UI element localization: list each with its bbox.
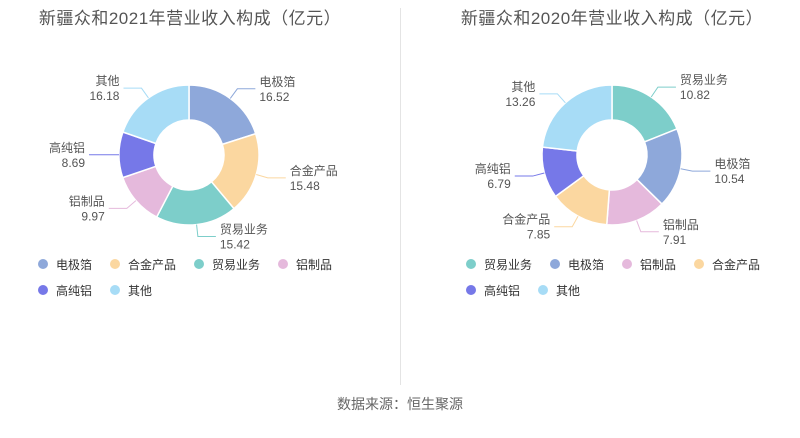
chart-panel-2021: 新疆众和2021年营业收入构成（亿元） 电极箔 16.52 合金产品 15.48 贸易业… bbox=[0, 0, 400, 310]
slice-label-name-其他: 其他 bbox=[95, 74, 119, 88]
legend-item-其他[interactable]: 其他 bbox=[538, 280, 580, 300]
label-line-合金产品 bbox=[554, 215, 579, 228]
legend-label: 合金产品 bbox=[712, 257, 761, 272]
legend-dot-icon bbox=[38, 259, 48, 269]
label-line-合金产品 bbox=[256, 174, 286, 179]
legend-item-合金产品[interactable]: 合金产品 bbox=[694, 254, 760, 274]
slice-label-name-合金产品: 合金产品 bbox=[290, 163, 338, 178]
label-line-贸易业务 bbox=[196, 224, 216, 238]
slice-label-value-贸易业务: 15.42 bbox=[220, 238, 250, 252]
chart-panel-2020: 新疆众和2020年营业收入构成（亿元） 贸易业务 10.82 电极箔 10.54 铝制品… bbox=[400, 0, 800, 310]
label-line-其他 bbox=[539, 93, 566, 104]
legend-item-合金产品[interactable]: 合金产品 bbox=[110, 254, 176, 274]
legend-label: 电极箔 bbox=[56, 257, 93, 272]
legend-label: 贸易业务 bbox=[484, 257, 533, 272]
pie-slice-电极箔[interactable] bbox=[188, 84, 257, 146]
legend-item-高纯铝[interactable]: 高纯铝 bbox=[466, 280, 520, 300]
slice-label-value-电极箔: 10.54 bbox=[714, 172, 744, 186]
slice-label-name-铝制品: 铝制品 bbox=[69, 193, 105, 208]
legend-dot-icon bbox=[538, 285, 549, 295]
slice-label-value-合金产品: 7.85 bbox=[527, 228, 551, 242]
legend-label: 高纯铝 bbox=[484, 283, 521, 298]
slice-label-value-其他: 13.26 bbox=[505, 95, 535, 109]
legend-label: 高纯铝 bbox=[56, 283, 93, 298]
slice-label-name-贸易业务: 贸易业务 bbox=[680, 72, 728, 87]
slice-label-name-电极箔: 电极箔 bbox=[259, 74, 295, 89]
legend-item-电极箔[interactable]: 电极箔 bbox=[38, 254, 92, 274]
legend-2020: 贸易业务 电极箔 铝制品 合金产品高纯铝 其他 bbox=[466, 254, 798, 300]
legend-item-贸易业务[interactable]: 贸易业务 bbox=[466, 254, 532, 274]
legend-label: 铝制品 bbox=[296, 257, 333, 272]
legend-dot-icon bbox=[38, 285, 48, 295]
legend-item-贸易业务[interactable]: 贸易业务 bbox=[194, 254, 260, 274]
legend-dot-icon bbox=[278, 259, 289, 269]
slice-label-name-铝制品: 铝制品 bbox=[663, 217, 699, 232]
chart-title-2020: 新疆众和2020年营业收入构成（亿元） bbox=[460, 9, 764, 28]
legend-dot-icon bbox=[694, 259, 705, 269]
legend-dot-icon bbox=[466, 285, 476, 295]
slice-label-name-高纯铝: 高纯铝 bbox=[49, 140, 85, 155]
legend-2021: 电极箔 合金产品 贸易业务 铝制品高纯铝 其他 bbox=[38, 254, 370, 300]
legend-item-其他[interactable]: 其他 bbox=[110, 280, 152, 300]
label-line-铝制品 bbox=[108, 200, 137, 209]
panel-divider bbox=[400, 8, 401, 385]
label-line-高纯铝 bbox=[514, 172, 545, 177]
slice-label-value-铝制品: 7.91 bbox=[663, 233, 687, 247]
slice-label-value-高纯铝: 6.79 bbox=[487, 177, 511, 191]
legend-dot-icon bbox=[550, 259, 561, 269]
legend-dot-icon bbox=[110, 285, 121, 295]
legend-label: 合金产品 bbox=[128, 257, 177, 272]
legend-label: 贸易业务 bbox=[212, 257, 261, 272]
legend-label: 电极箔 bbox=[568, 257, 605, 272]
slice-label-name-贸易业务: 贸易业务 bbox=[220, 222, 268, 237]
data-source-note: 数据来源：恒生聚源 bbox=[337, 396, 463, 412]
slice-label-name-其他: 其他 bbox=[511, 80, 535, 94]
slice-label-value-合金产品: 15.48 bbox=[290, 179, 320, 193]
slice-label-value-铝制品: 9.97 bbox=[81, 209, 105, 223]
legend-item-高纯铝[interactable]: 高纯铝 bbox=[38, 280, 92, 300]
legend-label: 铝制品 bbox=[640, 257, 677, 272]
legend-dot-icon bbox=[110, 259, 121, 269]
slice-label-name-高纯铝: 高纯铝 bbox=[475, 161, 511, 176]
slice-label-value-高纯铝: 8.69 bbox=[62, 156, 86, 170]
chart-title-2021: 新疆众和2021年营业收入构成（亿元） bbox=[38, 9, 342, 28]
legend-label: 其他 bbox=[556, 283, 581, 298]
legend-dot-icon bbox=[194, 259, 205, 269]
legend-dot-icon bbox=[466, 259, 476, 269]
pie-slice-其他[interactable] bbox=[541, 84, 613, 152]
legend-item-电极箔[interactable]: 电极箔 bbox=[550, 254, 604, 274]
label-line-铝制品 bbox=[636, 220, 659, 233]
pie-slice-其他[interactable] bbox=[121, 84, 190, 145]
legend-dot-icon bbox=[622, 259, 633, 269]
label-line-贸易业务 bbox=[650, 86, 676, 98]
slice-label-name-电极箔: 电极箔 bbox=[714, 156, 750, 171]
label-line-电极箔 bbox=[680, 168, 711, 172]
slice-label-value-其他: 16.18 bbox=[89, 89, 119, 103]
label-line-其他 bbox=[123, 87, 149, 99]
legend-item-铝制品[interactable]: 铝制品 bbox=[278, 254, 332, 274]
slice-label-value-贸易业务: 10.82 bbox=[680, 88, 710, 102]
slice-label-name-合金产品: 合金产品 bbox=[502, 212, 550, 227]
slice-label-value-电极箔: 16.52 bbox=[259, 90, 289, 104]
label-line-电极箔 bbox=[229, 88, 256, 99]
legend-label: 其他 bbox=[128, 283, 153, 298]
legend-item-铝制品[interactable]: 铝制品 bbox=[622, 254, 676, 274]
